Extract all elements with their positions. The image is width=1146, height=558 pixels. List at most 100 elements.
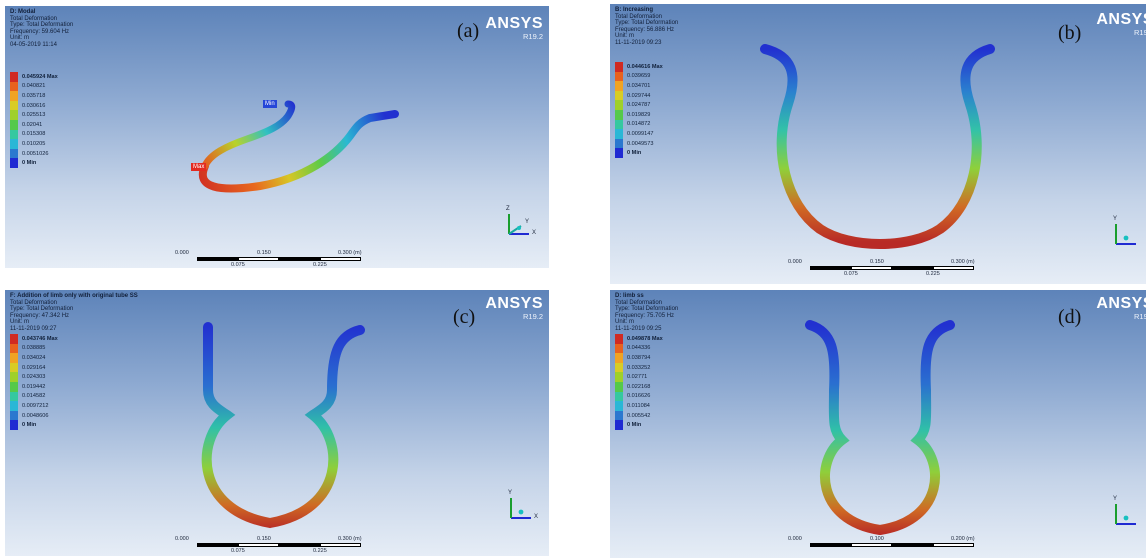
ansys-logo: ANSYS R19.2 <box>1096 295 1146 322</box>
legend-swatch <box>615 334 623 344</box>
legend-entry: 0.0097212 <box>10 401 58 411</box>
legend-entry: 0.033252 <box>615 362 663 373</box>
legend-swatch <box>615 109 623 120</box>
color-legend: 0.043746 Max 0.038885 0.034024 0.029164 0.02… <box>10 334 58 430</box>
legend-entry: 0.0099147 <box>615 129 663 139</box>
legend-swatch <box>615 148 623 158</box>
legend-value: 0.038794 <box>627 354 651 361</box>
axis-triad: Y <box>1106 496 1146 536</box>
legend-value: 0.015308 <box>22 131 46 138</box>
legend-entry: 0.049878 Max <box>615 334 663 344</box>
legend-swatch <box>10 381 18 392</box>
legend-value: 0.02041 <box>22 121 43 128</box>
legend-entry: 0.02041 <box>10 119 58 130</box>
timestamp: 11-11-2019 09:27 <box>10 325 57 332</box>
legend-value: 0.034024 <box>22 354 46 361</box>
legend-swatch <box>10 362 18 373</box>
legend-entry: 0.029744 <box>615 90 663 101</box>
legend-swatch <box>10 110 18 120</box>
legend-value: 0.039659 <box>627 73 651 80</box>
result-info: D: Modal Total Deformation Type: Total D… <box>10 9 73 49</box>
legend-swatch <box>615 71 623 82</box>
legend-entry: 0.0051026 <box>10 148 58 159</box>
legend-value: 0.0048606 <box>22 412 49 419</box>
color-legend: 0.045924 Max 0.040821 0.035718 0.030616 0.02… <box>10 72 58 168</box>
legend-value: 0.019442 <box>22 383 46 390</box>
panel-label: (d) <box>1058 306 1082 328</box>
legend-entry: 0.029164 <box>10 362 58 373</box>
legend-value: 0.0097212 <box>22 402 49 409</box>
legend-swatch <box>10 129 18 140</box>
legend-value: 0 Min <box>627 422 642 429</box>
result-type: Type: Total Deformation <box>10 306 74 313</box>
timestamp: 04-05-2019 11:14 <box>10 41 57 48</box>
legend-swatch <box>615 420 623 430</box>
frequency: Frequency: 59.604 Hz <box>10 28 70 35</box>
legend-value: 0.02771 <box>627 374 648 381</box>
legend-swatch <box>10 410 18 421</box>
axis-triad: Y <box>1106 216 1146 256</box>
legend-entry: 0.025513 <box>10 110 58 120</box>
legend-value: 0.022168 <box>627 383 651 390</box>
legend-entry: 0.024303 <box>10 372 58 382</box>
legend-swatch <box>615 62 623 72</box>
frequency: Frequency: 56.886 Hz <box>615 26 675 33</box>
legend-entry: 0.044336 <box>615 343 663 354</box>
scale-bar: 0.000 0.100 0.200 (m) <box>788 536 975 558</box>
legend-value: 0.035718 <box>22 92 46 99</box>
legend-entry: 0.022168 <box>615 381 663 392</box>
ansys-logo: ANSYS R19.2 <box>485 15 543 42</box>
legend-value: 0.005542 <box>627 412 651 419</box>
legend-entry: 0.034024 <box>10 353 58 363</box>
legend-swatch <box>615 343 623 354</box>
legend-value: 0.0049573 <box>627 140 654 147</box>
legend-value: 0.044336 <box>627 345 651 352</box>
study-title: F: Addition of limb only with original t… <box>10 293 138 299</box>
legend-value: 0.038885 <box>22 345 46 352</box>
legend-swatch <box>615 90 623 101</box>
ansys-logo: ANSYS R19.2 <box>1096 11 1146 38</box>
ansys-logo: ANSYS R19.2 <box>485 295 543 322</box>
legend-value: 0.025513 <box>22 112 46 119</box>
legend-entry: 0.044616 Max <box>615 62 663 72</box>
legend-entry: 0.0048606 <box>10 410 58 421</box>
max-probe: Max <box>191 163 207 171</box>
legend-entry: 0 Min <box>10 158 58 168</box>
legend-value: 0.029744 <box>627 92 651 99</box>
legend-entry: 0.011084 <box>615 401 663 411</box>
panel-a: Min Max D: Modal Total Deformation Type:… <box>5 6 549 268</box>
axis-triad: X Y <box>508 490 539 520</box>
result-info: F: Addition of limb only with original t… <box>10 293 138 333</box>
panel-c: F: Addition of limb only with original t… <box>5 290 549 556</box>
legend-swatch <box>10 81 18 92</box>
legend-swatch <box>10 91 18 101</box>
legend-swatch <box>615 353 623 363</box>
legend-entry: 0 Min <box>615 148 663 158</box>
legend-entry: 0.040821 <box>10 81 58 92</box>
timestamp: 11-11-2019 09:25 <box>615 325 662 332</box>
deformation-model-a <box>199 100 399 193</box>
legend-entry: 0.016626 <box>615 391 663 402</box>
legend-swatch <box>615 410 623 421</box>
deformation-model-c <box>201 322 365 529</box>
legend-value: 0.019829 <box>627 111 651 118</box>
legend-value: 0.044616 Max <box>627 63 663 70</box>
result-type: Type: Total Deformation <box>615 306 679 313</box>
legend-entry: 0.02771 <box>615 372 663 382</box>
panel-label: (b) <box>1058 22 1082 44</box>
legend-value: 0.049878 Max <box>627 335 663 342</box>
legend-swatch <box>10 391 18 402</box>
legend-swatch <box>10 401 18 411</box>
legend-swatch <box>615 372 623 382</box>
legend-value: 0.011084 <box>627 402 650 409</box>
legend-swatch <box>10 119 18 130</box>
legend-value: 0.0099147 <box>627 130 654 137</box>
legend-entry: 0.039659 <box>615 71 663 82</box>
study-title: B: Increasing <box>615 7 654 13</box>
legend-entry: 0.019829 <box>615 109 663 120</box>
legend-swatch <box>10 148 18 159</box>
legend-value: 0.040821 <box>22 83 46 90</box>
legend-value: 0.043746 Max <box>22 335 58 342</box>
legend-value: 0.024303 <box>22 374 46 381</box>
scale-bar: 0.000 0.150 0.300 (m) 0.075 0.225 <box>175 536 362 554</box>
